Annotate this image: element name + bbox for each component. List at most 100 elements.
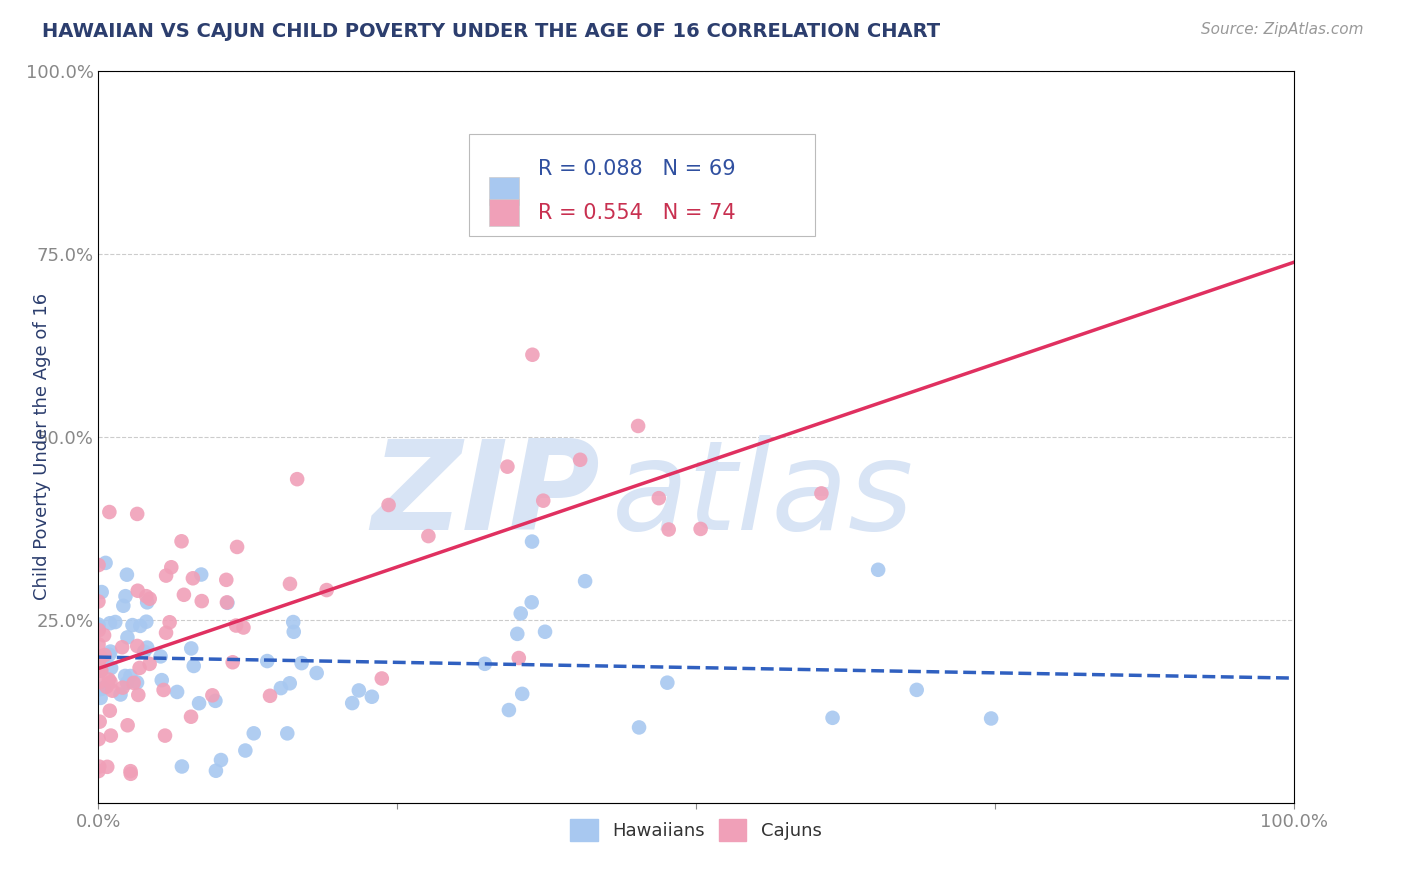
Text: ZIP: ZIP <box>371 435 600 556</box>
Point <box>104 615 127 629</box>
Point <box>155 568 177 582</box>
Point <box>170 759 193 773</box>
Point <box>821 711 844 725</box>
Point <box>120 766 142 780</box>
Point <box>520 595 543 609</box>
Point <box>226 540 249 554</box>
Point <box>509 607 531 621</box>
Point <box>117 718 139 732</box>
Text: R = 0.088   N = 69: R = 0.088 N = 69 <box>538 160 735 179</box>
Point <box>225 618 247 632</box>
Point <box>87 558 110 572</box>
Point <box>93 628 115 642</box>
Point <box>89 664 111 678</box>
Point <box>152 683 174 698</box>
Point <box>183 659 205 673</box>
Point <box>510 687 533 701</box>
Point <box>112 599 135 613</box>
Point <box>129 619 152 633</box>
Point <box>149 649 172 664</box>
Point <box>657 675 679 690</box>
Point <box>87 594 110 608</box>
FancyBboxPatch shape <box>489 199 519 227</box>
Point <box>285 472 308 486</box>
Text: HAWAIIAN VS CAJUN CHILD POVERTY UNDER THE AGE OF 16 CORRELATION CHART: HAWAIIAN VS CAJUN CHILD POVERTY UNDER TH… <box>42 22 941 41</box>
FancyBboxPatch shape <box>470 134 815 235</box>
Point <box>868 563 890 577</box>
Point <box>128 661 150 675</box>
Point <box>905 682 928 697</box>
Point <box>138 591 160 606</box>
Point <box>90 585 112 599</box>
Point <box>201 689 224 703</box>
Point <box>89 714 111 729</box>
Point <box>100 661 122 675</box>
Point <box>283 624 305 639</box>
Point <box>217 596 239 610</box>
Point <box>98 505 121 519</box>
Point <box>87 654 110 668</box>
Point <box>522 348 544 362</box>
Point <box>89 653 111 667</box>
Point <box>648 491 671 505</box>
Point <box>160 560 183 574</box>
Text: atlas: atlas <box>613 435 914 556</box>
Point <box>87 764 110 778</box>
Point <box>474 657 496 671</box>
Point <box>506 627 529 641</box>
Point <box>122 676 145 690</box>
Point <box>136 640 159 655</box>
Point <box>190 567 212 582</box>
Point <box>315 583 337 598</box>
Point <box>90 690 112 705</box>
Point <box>127 507 149 521</box>
Point <box>283 615 305 629</box>
Text: R = 0.554   N = 74: R = 0.554 N = 74 <box>538 202 735 222</box>
Point <box>531 493 554 508</box>
Point <box>628 721 651 735</box>
Text: Source: ZipAtlas.com: Source: ZipAtlas.com <box>1201 22 1364 37</box>
Point <box>111 681 134 695</box>
FancyBboxPatch shape <box>489 178 519 205</box>
Point <box>100 729 122 743</box>
Point <box>87 732 110 747</box>
Point <box>305 665 328 680</box>
Point <box>508 651 530 665</box>
Point <box>209 753 232 767</box>
Point <box>127 583 149 598</box>
Point <box>96 680 118 694</box>
Point <box>96 760 118 774</box>
Point <box>689 522 711 536</box>
Point <box>117 631 139 645</box>
Point <box>190 594 212 608</box>
Point <box>98 616 121 631</box>
Point <box>534 624 557 639</box>
Point <box>89 759 111 773</box>
Point <box>496 459 519 474</box>
Point <box>159 615 181 630</box>
Point <box>150 673 173 687</box>
Point <box>98 704 121 718</box>
Point <box>276 726 298 740</box>
Point <box>574 574 596 589</box>
Point <box>98 648 121 662</box>
Point <box>291 656 314 670</box>
Point <box>173 588 195 602</box>
Point <box>233 743 256 757</box>
Point <box>658 523 681 537</box>
Point <box>270 681 292 695</box>
Point <box>360 690 382 704</box>
Point <box>181 571 204 585</box>
Point <box>980 711 1002 725</box>
Point <box>377 498 399 512</box>
Point <box>256 654 278 668</box>
Point <box>91 681 114 695</box>
Point <box>115 567 138 582</box>
Point <box>125 675 148 690</box>
Point <box>100 644 122 658</box>
Point <box>170 534 193 549</box>
Point <box>136 595 159 609</box>
Point <box>134 645 156 659</box>
Point <box>87 662 110 676</box>
Point <box>97 673 120 687</box>
